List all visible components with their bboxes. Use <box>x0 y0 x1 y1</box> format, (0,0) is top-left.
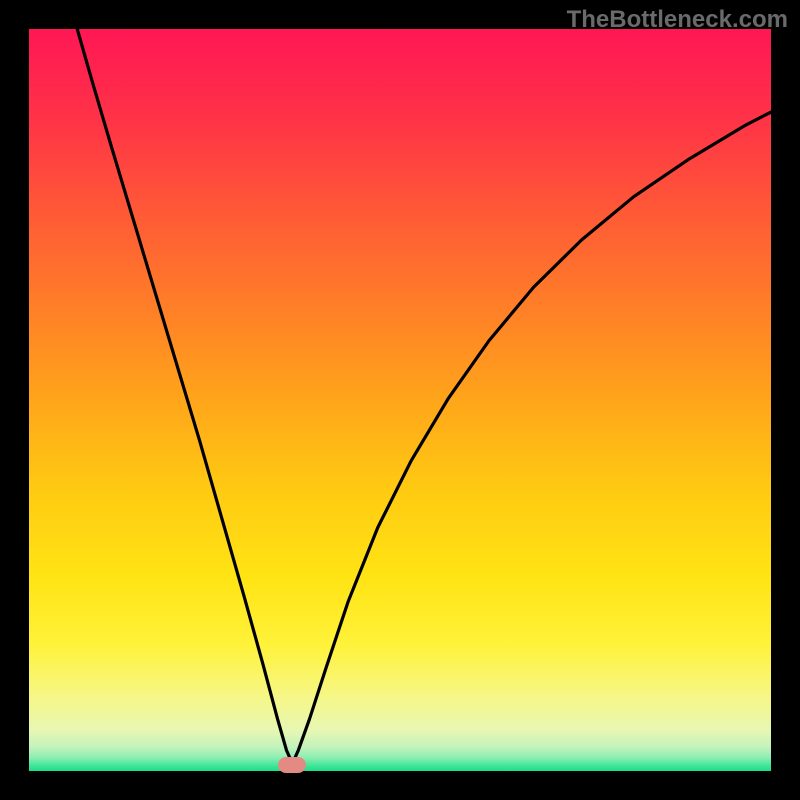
chart-container: TheBottleneck.com <box>0 0 800 800</box>
watermark-text: TheBottleneck.com <box>567 6 788 34</box>
optimum-marker <box>278 757 306 773</box>
plot-area <box>29 29 771 771</box>
